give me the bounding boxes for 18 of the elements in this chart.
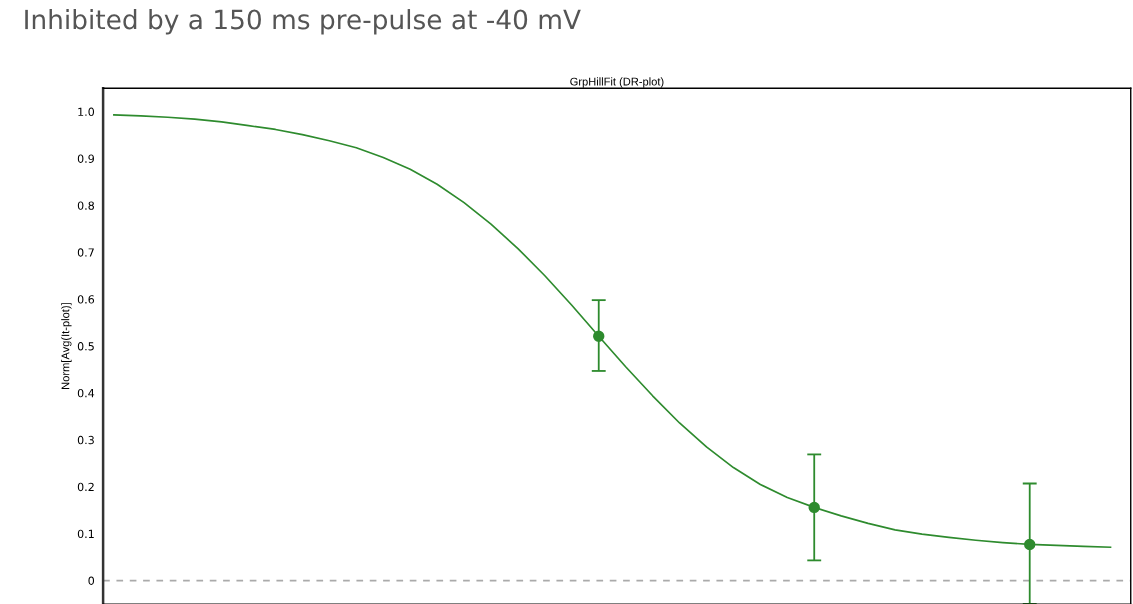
point <box>1024 538 1036 551</box>
y-tick-label: 0.2 <box>77 482 94 492</box>
point <box>808 501 820 514</box>
y-tick-label: 0.8 <box>77 201 95 210</box>
y-tick-label: 0.3 <box>77 435 94 445</box>
line-series <box>113 114 1112 549</box>
y-tick-label: 1.0 <box>78 107 95 117</box>
y-tick-label: 0.9 <box>77 154 94 163</box>
y-tick-label: 0.1 <box>77 529 94 539</box>
y-tick-label: 0 <box>88 576 95 585</box>
y-tick-label: 0.4 <box>77 388 95 398</box>
y-tick-label: 0.5 <box>77 342 94 351</box>
chart-subtitle: GrpHillFit (DR-plot) <box>570 77 664 88</box>
y-axis-title: Norm[Avg(It-plot)] <box>61 303 72 389</box>
y-tick-label: 0.6 <box>77 295 95 304</box>
point <box>593 330 605 342</box>
chart-title: Inhibited by a 150 ms pre-pulse at -40 mV <box>25 9 581 35</box>
y-tick-label: 0.7 <box>77 248 94 257</box>
